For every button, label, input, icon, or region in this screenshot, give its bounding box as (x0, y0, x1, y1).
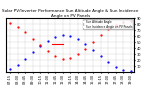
Title: Solar PV/Inverter Performance Sun Altitude Angle & Sun Incidence Angle on PV Pan: Solar PV/Inverter Performance Sun Altitu… (2, 9, 139, 18)
Legend: Sun Altitude Angle, Sun Incidence Angle on PV Panels: Sun Altitude Angle, Sun Incidence Angle … (83, 19, 133, 30)
